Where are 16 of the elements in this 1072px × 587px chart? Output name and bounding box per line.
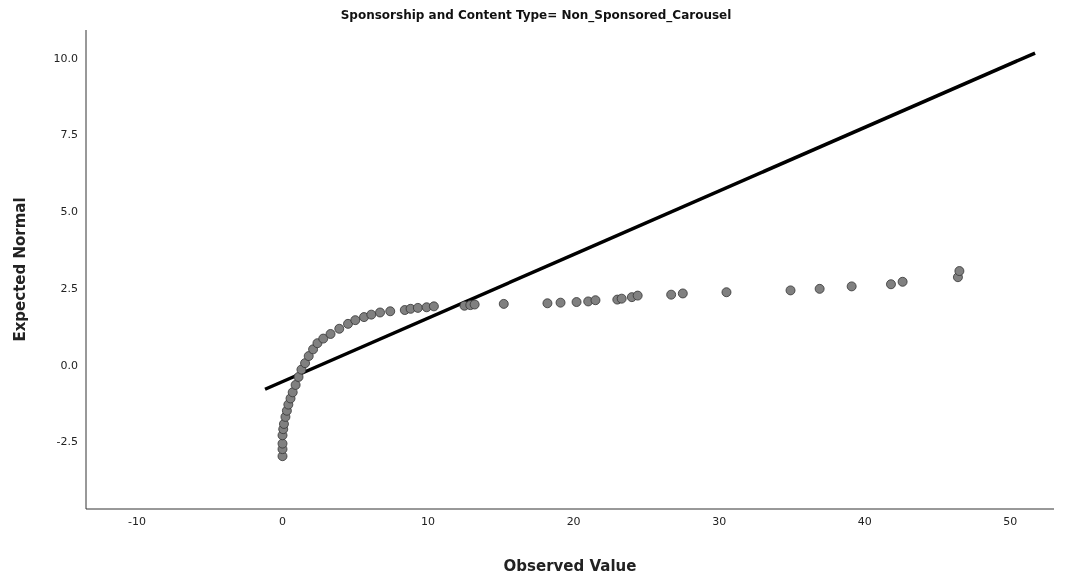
x-tick-label: -10 bbox=[127, 514, 146, 528]
y-axis-title: Expected Normal bbox=[11, 197, 30, 342]
x-tick-label: 30 bbox=[712, 514, 727, 528]
y-tick-label: 10.0 bbox=[53, 51, 78, 65]
y-tick-label: 0.0 bbox=[60, 358, 78, 372]
y-tick-label: -2.5 bbox=[56, 435, 78, 449]
chart-title: Sponsorship and Content Type= Non_Sponsored_Carousel bbox=[339, 8, 733, 22]
y-tick-label: 7.5 bbox=[60, 128, 78, 142]
x-tick-label: 50 bbox=[1003, 514, 1018, 528]
x-tick-label: 10 bbox=[421, 514, 436, 528]
y-tick-label: 2.5 bbox=[60, 281, 78, 295]
y-tick-label: 5.0 bbox=[60, 205, 78, 219]
x-tick-label: 0 bbox=[279, 514, 287, 528]
x-tick-label: 20 bbox=[566, 514, 581, 528]
x-tick-label: 40 bbox=[857, 514, 872, 528]
x-axis-title: Observed Value bbox=[503, 557, 637, 575]
